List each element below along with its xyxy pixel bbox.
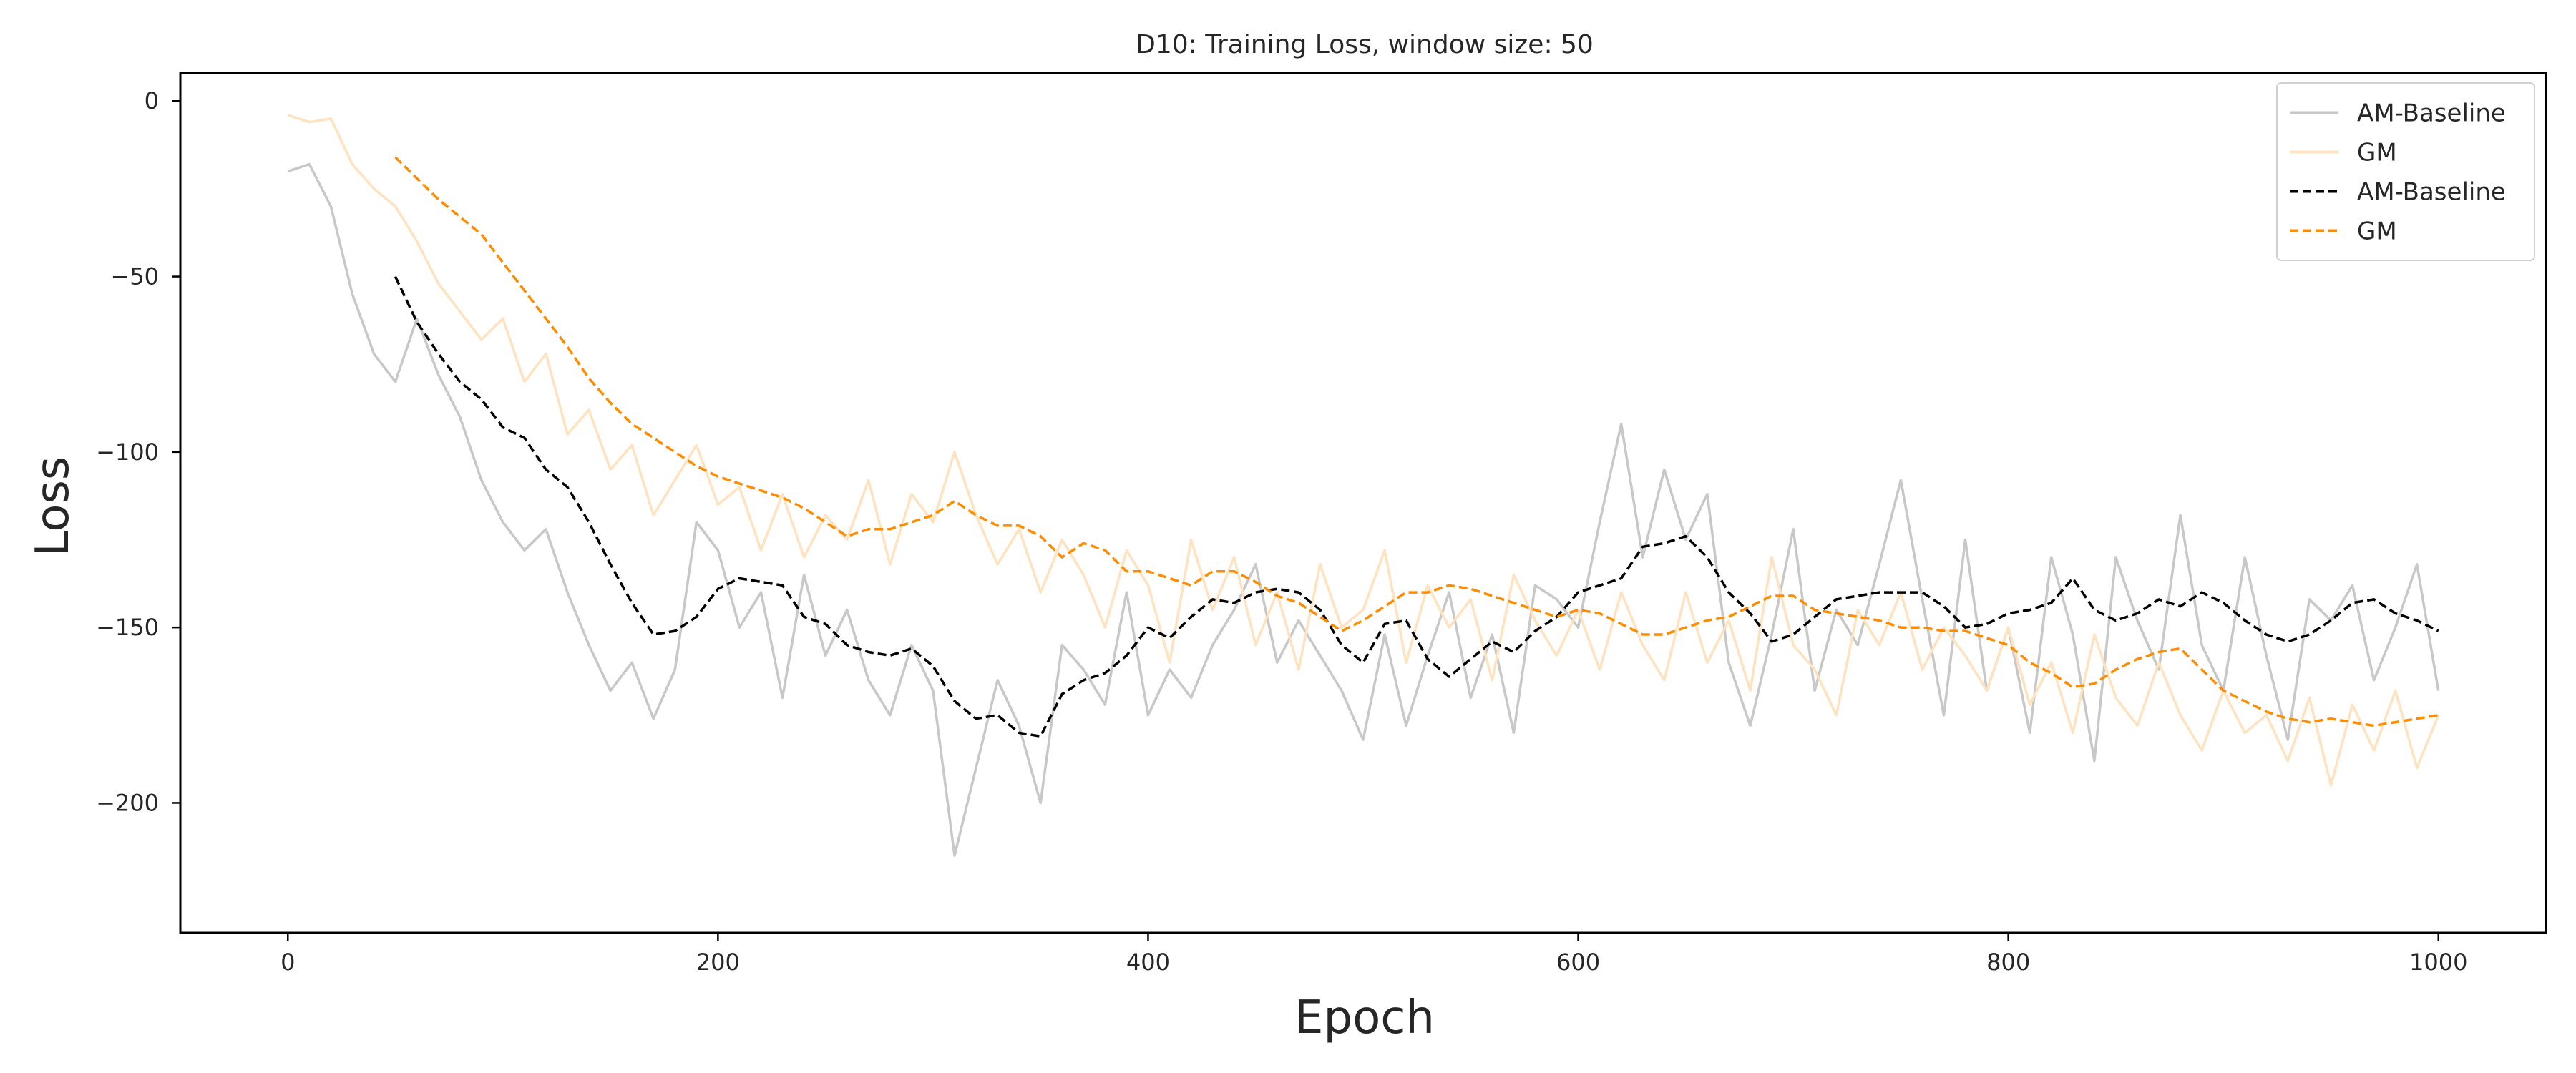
plot-lines bbox=[287, 114, 2440, 857]
legend-label: GM bbox=[2357, 139, 2397, 167]
chart-title: D10: Training Loss, window size: 50 bbox=[1136, 30, 1594, 59]
y-axis-label: Loss bbox=[26, 456, 79, 557]
y-tick-label: −150 bbox=[96, 614, 159, 641]
x-tick-label: 200 bbox=[696, 949, 740, 976]
raw-line-gm bbox=[287, 114, 2440, 787]
legend: AM-Baseline GM AM-Baseline GM bbox=[2276, 82, 2535, 261]
x-tick-label: 400 bbox=[1126, 949, 1170, 976]
smoothed-line-gm bbox=[394, 156, 2439, 727]
axes: 0 200 400 600 800 1000 0 −50 −100 −150 −200 bbox=[96, 87, 2467, 976]
y-tick-label: 0 bbox=[145, 87, 159, 114]
y-tick-label: −200 bbox=[96, 789, 159, 816]
plot-frame bbox=[179, 72, 2547, 934]
legend-label: AM-Baseline bbox=[2357, 178, 2506, 207]
legend-label: AM-Baseline bbox=[2357, 99, 2506, 128]
x-tick-label: 800 bbox=[1986, 949, 2030, 976]
legend-box bbox=[2276, 82, 2535, 261]
y-tick-label: −100 bbox=[96, 438, 159, 466]
x-tick-label: 0 bbox=[280, 949, 295, 976]
x-tick-label: 1000 bbox=[2409, 949, 2467, 976]
y-tick-label: −50 bbox=[110, 263, 159, 290]
x-tick-label: 600 bbox=[1556, 949, 1600, 976]
legend-label: GM bbox=[2357, 217, 2397, 246]
smoothed-line-am-baseline bbox=[394, 275, 2439, 738]
raw-line-am-baseline bbox=[287, 162, 2440, 857]
x-axis-label: Epoch bbox=[1294, 991, 1435, 1044]
